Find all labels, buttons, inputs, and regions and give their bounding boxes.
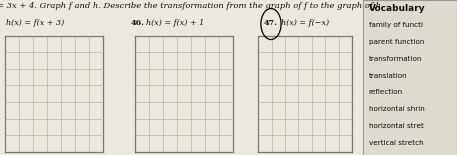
Text: 47.: 47. xyxy=(264,19,278,27)
Text: h(x) = f(x) + 1: h(x) = f(x) + 1 xyxy=(146,19,204,27)
Text: f(x) = 3x + 4. Graph f and h. Describe the transformation from the graph of f to: f(x) = 3x + 4. Graph f and h. Describe t… xyxy=(0,2,385,10)
Text: translation: translation xyxy=(369,73,408,79)
Text: family of functi: family of functi xyxy=(369,22,423,29)
Text: vertical stretch: vertical stretch xyxy=(369,140,424,146)
Bar xyxy=(363,0,457,155)
Text: horizontal shrin: horizontal shrin xyxy=(369,106,425,112)
Text: horizontal stret: horizontal stret xyxy=(369,123,424,129)
Text: Vocabulary: Vocabulary xyxy=(369,4,425,13)
Text: h(x) = f(x + 3): h(x) = f(x + 3) xyxy=(6,19,64,27)
Text: reflection: reflection xyxy=(369,89,403,95)
Text: 46.: 46. xyxy=(130,19,144,27)
Text: h(x) = f(−x): h(x) = f(−x) xyxy=(281,19,329,27)
Text: transformation: transformation xyxy=(369,56,422,62)
Text: parent function: parent function xyxy=(369,39,424,45)
